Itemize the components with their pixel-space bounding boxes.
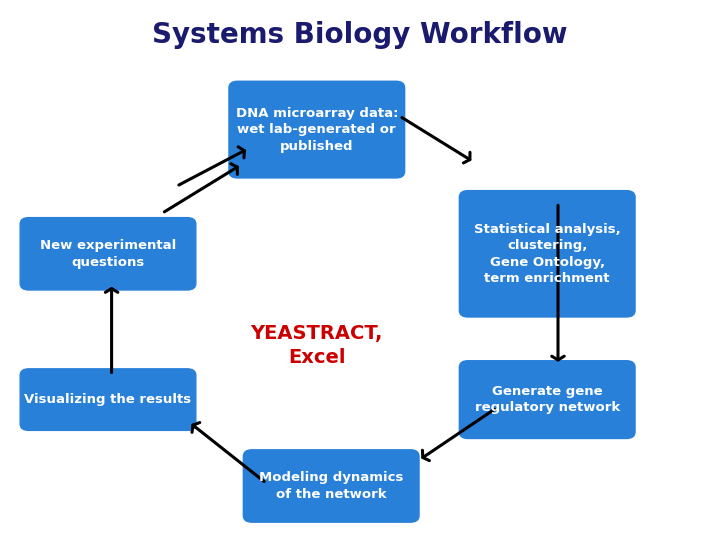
Text: Visualizing the results: Visualizing the results bbox=[24, 393, 192, 406]
Text: Systems Biology Workflow: Systems Biology Workflow bbox=[152, 21, 568, 49]
FancyBboxPatch shape bbox=[20, 369, 196, 430]
Text: DNA microarray data:
wet lab-generated or
published: DNA microarray data: wet lab-generated o… bbox=[235, 106, 398, 153]
FancyBboxPatch shape bbox=[229, 82, 405, 178]
Text: Modeling dynamics
of the network: Modeling dynamics of the network bbox=[259, 471, 403, 501]
FancyBboxPatch shape bbox=[243, 450, 419, 522]
FancyBboxPatch shape bbox=[20, 218, 196, 290]
Text: New experimental
questions: New experimental questions bbox=[40, 239, 176, 268]
Text: Generate gene
regulatory network: Generate gene regulatory network bbox=[474, 385, 620, 414]
Text: Statistical analysis,
clustering,
Gene Ontology,
term enrichment: Statistical analysis, clustering, Gene O… bbox=[474, 222, 621, 285]
FancyBboxPatch shape bbox=[459, 191, 635, 317]
Text: YEASTRACT,
Excel: YEASTRACT, Excel bbox=[251, 325, 383, 367]
FancyBboxPatch shape bbox=[459, 361, 635, 438]
